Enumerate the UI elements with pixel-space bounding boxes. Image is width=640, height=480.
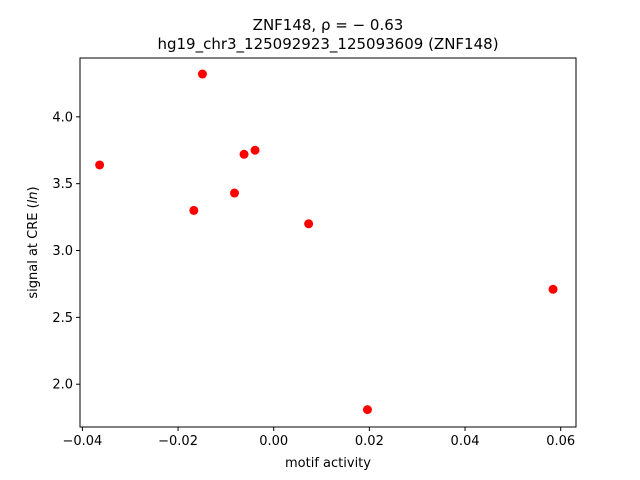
x-axis-label: motif activity bbox=[285, 456, 371, 471]
x-tick-label: 0.02 bbox=[355, 434, 384, 449]
scatter-point bbox=[197, 69, 207, 79]
scatter-point bbox=[362, 405, 372, 415]
x-tick-label: −0.04 bbox=[62, 434, 102, 449]
scatter-point bbox=[304, 219, 314, 229]
y-axis-label: signal at CRE (ln) bbox=[26, 186, 41, 298]
scatter-point bbox=[239, 149, 249, 159]
scatter-point bbox=[95, 160, 105, 170]
plot-area bbox=[79, 57, 577, 428]
data-points bbox=[95, 69, 558, 415]
x-tick-label: 0.04 bbox=[451, 434, 480, 449]
x-tick-label: 0.06 bbox=[546, 434, 575, 449]
chart-title-line-2: hg19_chr3_125092923_125093609 (ZNF148) bbox=[157, 35, 498, 54]
y-tick-label: 2.0 bbox=[52, 378, 73, 393]
x-tick-label: −0.02 bbox=[158, 434, 198, 449]
x-tick-label: 0.00 bbox=[259, 434, 288, 449]
y-tick-label: 2.5 bbox=[52, 311, 73, 326]
y-tick-label: 4.0 bbox=[52, 110, 73, 125]
y-tick-label: 3.5 bbox=[52, 177, 73, 192]
y-axis-label-prefix: signal at CRE ( bbox=[26, 203, 41, 298]
scatter-point bbox=[189, 205, 199, 215]
scatter-point bbox=[250, 145, 260, 155]
y-tick-label: 3.0 bbox=[52, 244, 73, 259]
chart-title-line-1: ZNF148, ρ = − 0.63 bbox=[253, 16, 404, 34]
scatter-point bbox=[229, 188, 239, 198]
y-axis: 2.0 2.5 3.0 3.5 4.0 bbox=[52, 110, 80, 393]
y-axis-label-italic: ln bbox=[26, 191, 41, 203]
scatter-point bbox=[548, 284, 558, 294]
x-axis: −0.04 −0.02 0.00 0.02 0.04 0.06 bbox=[62, 427, 575, 449]
y-axis-label-suffix: ) bbox=[26, 186, 41, 191]
